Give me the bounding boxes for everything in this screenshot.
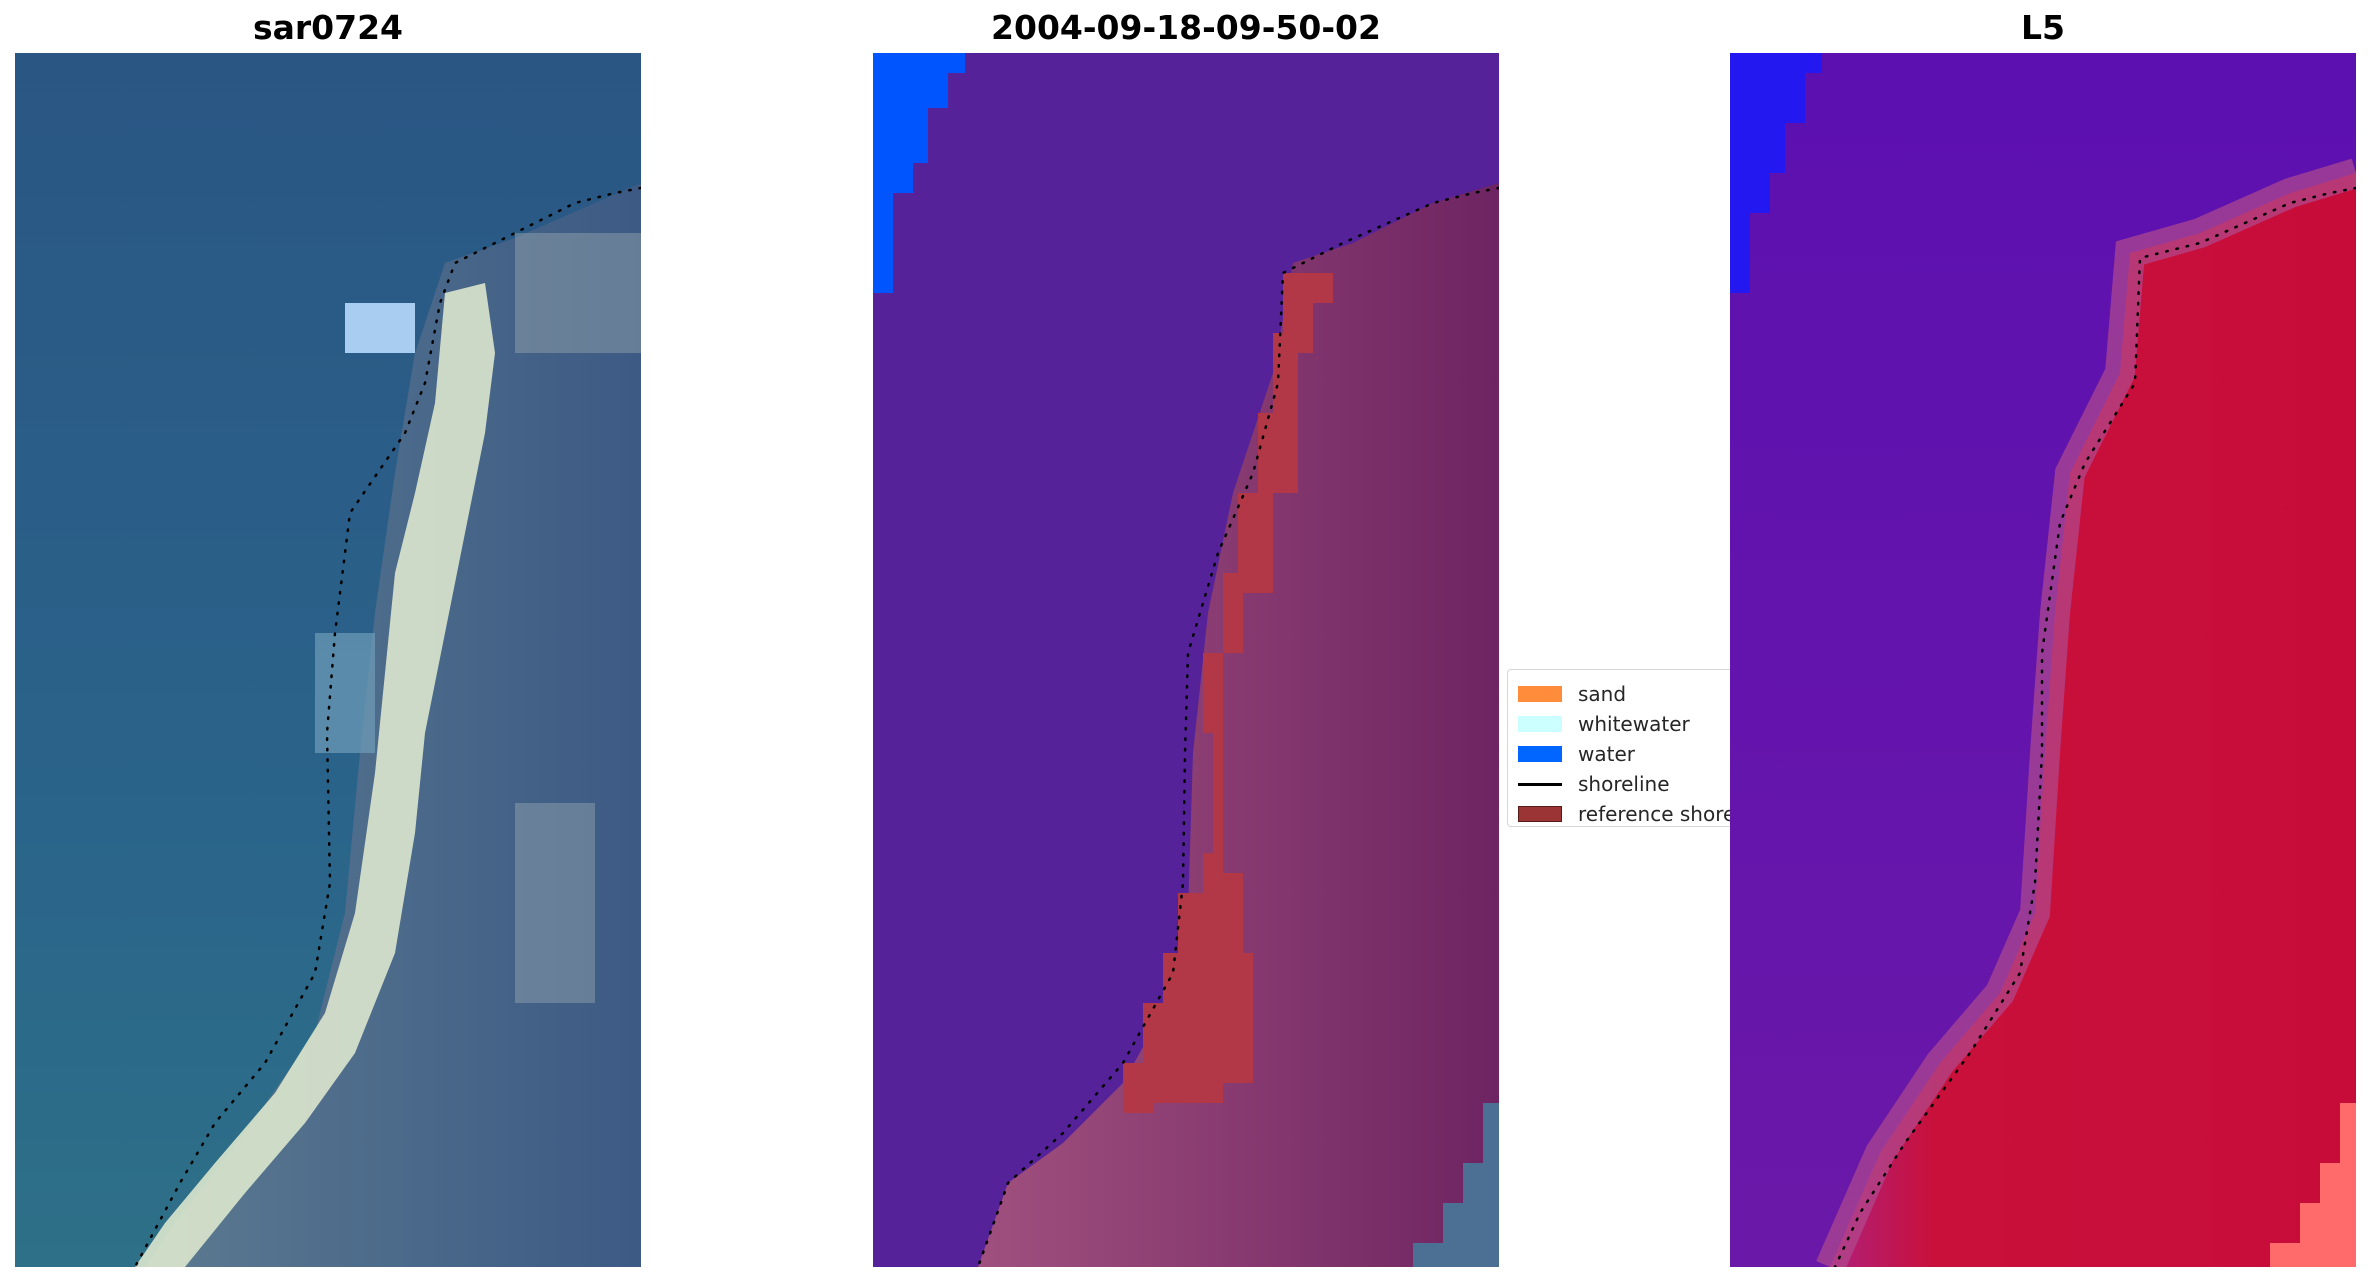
classified-image-panel [873, 53, 1499, 1267]
legend-label: whitewater [1578, 712, 1690, 736]
panel-title-classified: 2004-09-18-09-50-02 [991, 8, 1381, 47]
legend: sand whitewater water shoreline referenc… [1507, 669, 1733, 827]
legend-label: water [1578, 742, 1635, 766]
legend-item-shoreline: shoreline [1518, 769, 1670, 799]
legend-item-reference-shoreline: reference shoreline [1518, 799, 1733, 826]
rgb-image-panel [15, 53, 641, 1267]
water-swatch [1518, 746, 1562, 762]
whitewater-swatch [1518, 716, 1562, 732]
legend-label: sand [1578, 682, 1627, 706]
l5-image-panel [1730, 53, 2356, 1267]
l5-image [1730, 53, 2356, 1267]
legend-label: shoreline [1578, 772, 1670, 796]
panel-title-rgb: sar0724 [252, 8, 404, 47]
shoreline-line-swatch [1518, 782, 1562, 786]
legend-label: reference shoreline [1578, 802, 1733, 826]
rgb-image [15, 53, 641, 1267]
sand-swatch [1518, 686, 1562, 702]
legend-item-sand: sand [1518, 679, 1626, 709]
panel-title-l5: L5 [2021, 8, 2065, 47]
reference-shoreline-swatch [1518, 806, 1562, 822]
legend-item-water: water [1518, 739, 1635, 769]
legend-item-whitewater: whitewater [1518, 709, 1690, 739]
classified-image [873, 53, 1499, 1267]
